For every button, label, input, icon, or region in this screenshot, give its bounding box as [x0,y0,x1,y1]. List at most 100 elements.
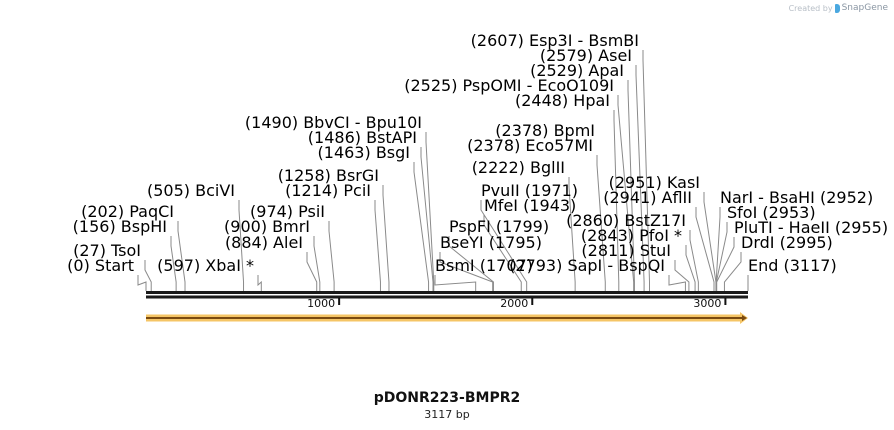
restriction-site-bmri[interactable]: (900) BmrI [224,217,310,236]
restriction-site-pvuii[interactable]: PvuII (1971) [481,181,578,200]
svg-text:PspFI (1799)[interactable]: PspFI (1799) [449,217,549,236]
feature-arrow-core [146,317,744,319]
restriction-site-bglii[interactable]: (2222) BglII [472,158,565,177]
site-position: (2378) [467,136,525,155]
svg-text:MfeI (1943)[interactable]: MfeI (1943) [484,196,576,215]
svg-text:(597) XbaI *[interactable]: (597) XbaI * [157,256,254,275]
site-name: BpmI [554,121,595,140]
restriction-site-bcivi[interactable]: (505) BciVI [147,181,235,200]
feature-arrow[interactable] [146,312,748,324]
restriction-site-pcii[interactable]: (1214) PciI [285,181,371,200]
site-position: (597) [157,256,205,275]
restriction-site-eco57mi[interactable]: (2378) Eco57MI [467,136,593,155]
svg-text:BseYI (1795)[interactable]: BseYI (1795) [440,233,542,252]
svg-text:(1490) BbvCI - Bpu10I[interactable]: (1490) BbvCI - Bpu10I [245,113,422,132]
restriction-site-bpmi[interactable]: (2378) BpmI [495,121,595,140]
site-name: BspHI [121,217,167,236]
svg-text:(27) TsoI[interactable]: (27) TsoI [73,241,141,260]
restriction-site-asei[interactable]: (2579) AseI [540,46,632,65]
site-leader-line [257,275,262,291]
svg-text:DrdI (2995)[interactable]: DrdI (2995) [741,233,833,252]
restriction-site-nari-bsahi[interactable]: NarI - BsaHI (2952) [720,188,873,207]
restriction-site-bsphi[interactable]: (156) BspHI [73,217,167,236]
svg-text:(2222) BglII[interactable]: (2222) BglII [472,158,565,177]
restriction-site-bsmi[interactable]: BsmI (1707) [435,256,533,275]
svg-text:PluTI - HaeII (2955)[interactable]: PluTI - HaeII (2955) [734,218,888,237]
svg-text:(2607) Esp3I - BsmBI[interactable]: (2607) Esp3I - BsmBI [471,31,639,50]
svg-text:BsmI (1707)[interactable]: BsmI (1707) [435,256,533,275]
svg-text:End (3117)[interactable]: End (3117) [748,256,837,275]
svg-text:(505) BciVI[interactable]: (505) BciVI [147,181,235,200]
site-name: Start [95,256,134,275]
restriction-site-kasi[interactable]: (2951) KasI [609,173,700,192]
site-name: PspFI [449,217,491,236]
site-name: BsrGI [336,166,379,185]
svg-text:(2579) AseI[interactable]: (2579) AseI [540,46,632,65]
svg-text:(2378) BpmI[interactable]: (2378) BpmI [495,121,595,140]
svg-text:(1463) BsgI[interactable]: (1463) BsgI [318,143,410,162]
site-name: BstZ17I [624,211,686,230]
restriction-site-pspomi-ecoo109i[interactable]: (2525) PspOMI - EcoO109I [404,76,614,95]
site-leader-line [674,260,690,291]
svg-text:(2448) HpaI[interactable]: (2448) HpaI [515,91,610,110]
restriction-site-hpai[interactable]: (2448) HpaI [515,91,610,110]
svg-text:(2951) KasI[interactable]: (2951) KasI [609,173,700,192]
restriction-site-bstz17i[interactable]: (2860) BstZ17I [566,211,686,230]
svg-text:(2525) PspOMI - EcoO109I[interactable]: (2525) PspOMI - EcoO109I [404,76,614,95]
svg-text:(974) PsiI[interactable]: (974) PsiI [250,202,325,221]
ruler-top-strand [146,291,748,294]
restriction-site-paqci[interactable]: (202) PaqCI [81,202,174,221]
svg-text:(202) PaqCI[interactable]: (202) PaqCI [81,202,174,221]
restriction-site-bstapi[interactable]: (1486) BstAPI [308,128,417,147]
restriction-site-xbai[interactable]: (597) XbaI * [157,256,254,275]
site-name: KasI [667,173,700,192]
site-position: (2529) [530,61,588,80]
svg-text:(2941) AflII[interactable]: (2941) AflII [603,188,692,207]
restriction-site-tsoi[interactable]: (27) TsoI [73,241,141,260]
svg-text:(2811) StuI[interactable]: (2811) StuI [581,241,671,260]
site-leader-line [420,147,434,291]
restriction-site-pspfi[interactable]: PspFI (1799) [449,217,549,236]
svg-text:(0) Start[interactable]: (0) Start [67,256,134,275]
svg-text:(156) BspHI[interactable]: (156) BspHI [73,217,167,236]
svg-text:(2860) BstZ17I[interactable]: (2860) BstZ17I [566,211,686,230]
svg-text:(884) AleI[interactable]: (884) AleI [225,233,303,252]
site-leader-line [238,200,245,291]
restriction-site-bsrgi[interactable]: (1258) BsrGI [278,166,379,185]
restriction-site-aflii[interactable]: (2941) AflII [603,188,692,207]
svg-text:(2843) PfoI *[interactable]: (2843) PfoI * [581,226,682,245]
svg-text:NarI - BsaHI (2952)[interactable]: NarI - BsaHI (2952) [720,188,873,207]
svg-text:(2378) Eco57MI[interactable]: (2378) Eco57MI [467,136,593,155]
restriction-site-start[interactable]: (0) Start [67,256,134,275]
ruler-tick [338,298,341,305]
svg-text:SfoI (2953)[interactable]: SfoI (2953) [727,203,816,222]
restriction-site-esp3i-bsmbi[interactable]: (2607) Esp3I - BsmBI [471,31,639,50]
ruler-tick [531,298,534,305]
svg-text:(2793) SapI - BspQI[interactable]: (2793) SapI - BspQI [509,256,665,275]
site-name: TsoI [110,241,141,260]
restriction-site-pluti-haeii[interactable]: PluTI - HaeII (2955) [734,218,888,237]
svg-text:(900) BmrI[interactable]: (900) BmrI [224,217,310,236]
restriction-site-sfoi[interactable]: SfoI (2953) [727,203,816,222]
restriction-site-bbvci-bpu10i[interactable]: (1490) BbvCI - Bpu10I [245,113,422,132]
restriction-site-drdi[interactable]: DrdI (2995) [741,233,833,252]
svg-text:(1214) PciI[interactable]: (1214) PciI [285,181,371,200]
restriction-site-end[interactable]: End (3117) [748,256,837,275]
site-name: BsmI [435,256,475,275]
restriction-site-psii[interactable]: (974) PsiI [250,202,325,221]
restriction-site-bseyi[interactable]: BseYI (1795) [440,233,542,252]
svg-text:PvuII (1971)[interactable]: PvuII (1971) [481,181,578,200]
restriction-site-pfoi[interactable]: (2843) PfoI * [581,226,682,245]
svg-text:(1486) BstAPI[interactable]: (1486) BstAPI [308,128,417,147]
restriction-site-bsgi[interactable]: (1463) BsgI [318,143,410,162]
svg-text:(2529) ApaI[interactable]: (2529) ApaI [530,61,624,80]
restriction-site-sapi-bspqi[interactable]: (2793) SapI - BspQI [509,256,665,275]
svg-text:(1258) BsrGI[interactable]: (1258) BsrGI [278,166,379,185]
restriction-site-stui[interactable]: (2811) StuI [581,241,671,260]
restriction-site-mfei[interactable]: MfeI (1943) [484,196,576,215]
restriction-site-apai[interactable]: (2529) ApaI [530,61,624,80]
restriction-site-alei[interactable]: (884) AleI [225,233,303,252]
site-leader-line [568,177,576,291]
site-name: PfoI * [639,226,682,245]
site-leader-line [483,215,522,291]
